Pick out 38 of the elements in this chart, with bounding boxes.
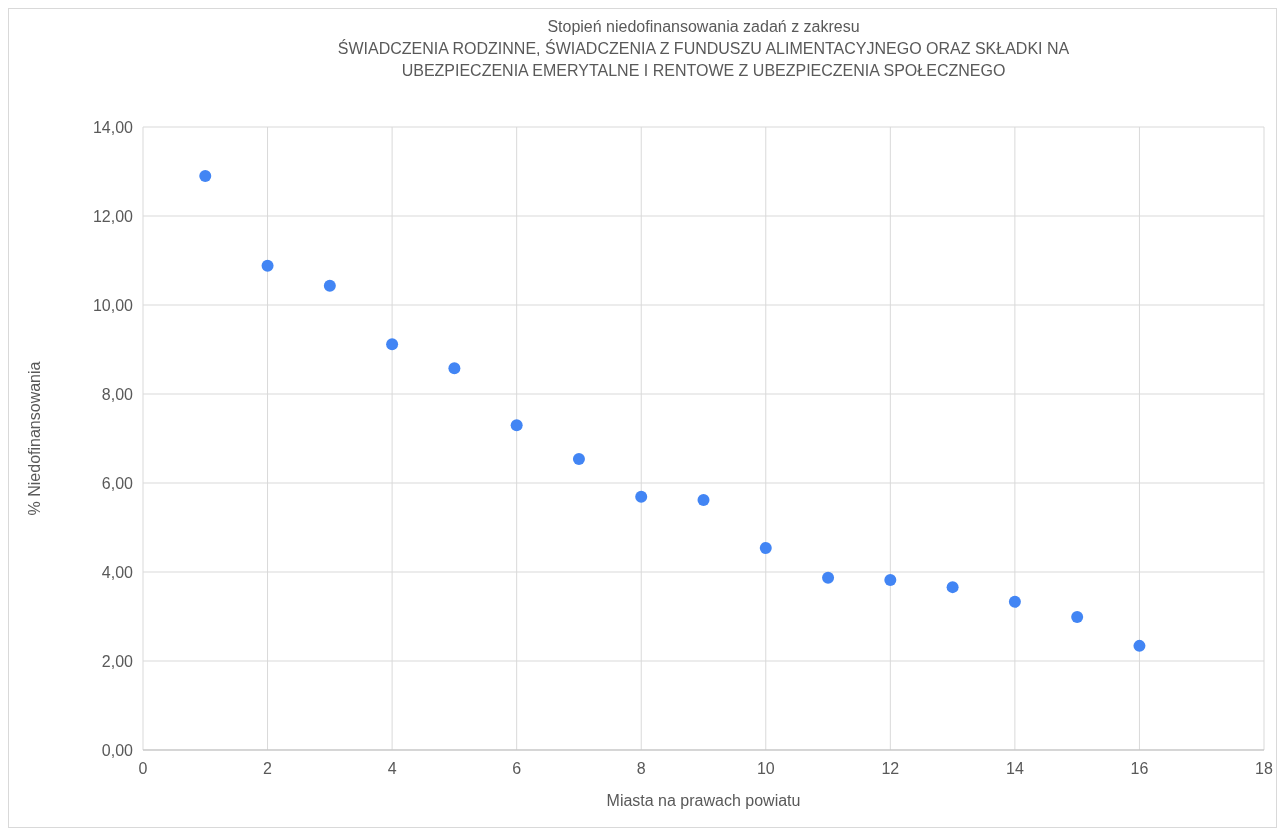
y-tick-label: 6,00 bbox=[101, 474, 134, 492]
point bbox=[697, 493, 710, 506]
chart-subtitle: ŚWIADCZENIA RODZINNE, ŚWIADCZENIA Z FUNDUSZU ALIMENTACYJNEGO ORAZ SKŁADKI NA UBEZPIECZENIA EMERYTALNE I RENTOWE Z UBEZPIECZENIA SPOŁECZNEGO bbox=[337, 39, 1070, 79]
point bbox=[946, 581, 959, 594]
point bbox=[759, 541, 772, 554]
point bbox=[510, 419, 523, 432]
point bbox=[323, 279, 336, 292]
point bbox=[884, 574, 897, 587]
point bbox=[635, 490, 648, 503]
y-tick-label: 4,00 bbox=[101, 563, 134, 581]
chart-title: Stopień niedofinansowania zadań z zakresu bbox=[547, 18, 860, 35]
x-axis-title: Miasta na prawach powiatu bbox=[606, 792, 801, 809]
x-tick-label: 10 bbox=[756, 760, 775, 777]
point bbox=[199, 169, 212, 182]
y-tick-label: 12,00 bbox=[92, 207, 134, 225]
x-tick-label: 4 bbox=[387, 760, 397, 777]
point bbox=[1071, 610, 1084, 623]
x-tick-label: 0 bbox=[138, 760, 148, 777]
x-tick-label: 18 bbox=[1255, 760, 1273, 777]
x-tick-label: 2 bbox=[263, 760, 273, 777]
point bbox=[1133, 639, 1146, 652]
x-tick-label: 8 bbox=[636, 760, 646, 777]
y-tick-label: 2,00 bbox=[101, 652, 134, 670]
x-tick-label: 16 bbox=[1130, 760, 1149, 777]
x-tick-label: 12 bbox=[881, 760, 900, 777]
point bbox=[261, 259, 274, 272]
y-tick-label: 8,00 bbox=[101, 385, 134, 403]
y-tick-label: 10,00 bbox=[92, 296, 134, 314]
y-tick-label: 14,00 bbox=[92, 118, 134, 136]
y-tick-label: 0,00 bbox=[101, 741, 134, 759]
x-tick-label: 6 bbox=[512, 760, 522, 777]
point bbox=[572, 452, 585, 465]
x-tick-label: 14 bbox=[1005, 760, 1024, 777]
point bbox=[1008, 595, 1021, 608]
point bbox=[448, 362, 461, 375]
point bbox=[386, 338, 399, 351]
point bbox=[822, 571, 835, 584]
y-axis-title: % Niedofinansowania bbox=[26, 361, 43, 516]
